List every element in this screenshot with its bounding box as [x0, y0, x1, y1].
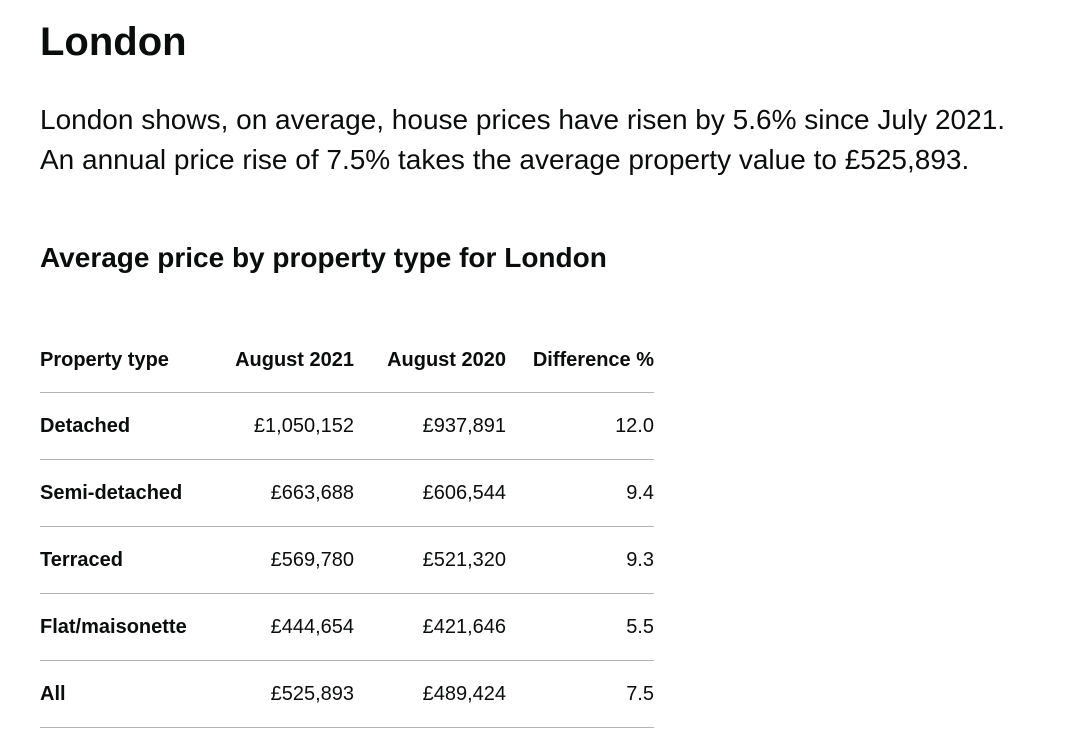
- page-title: London: [40, 20, 187, 64]
- cell-august-2021: £1,050,152: [224, 392, 354, 460]
- table-header-row: Property type August 2021 August 2020 Di…: [40, 327, 654, 393]
- table-row: Terraced £569,780 £521,320 9.3: [40, 526, 654, 594]
- summary-line: London shows, on average, house prices h…: [40, 104, 1006, 135]
- column-header-difference: Difference %: [506, 327, 654, 393]
- cell-difference: 12.0: [506, 392, 654, 460]
- cell-august-2020: £606,544: [354, 459, 506, 527]
- summary-line: An annual price rise of 7.5% takes the a…: [40, 144, 970, 175]
- cell-august-2021: £444,654: [224, 593, 354, 661]
- cell-difference: 5.5: [506, 593, 654, 661]
- row-property-type: Semi-detached: [40, 459, 224, 527]
- cell-august-2020: £521,320: [354, 526, 506, 594]
- table-row: All £525,893 £489,424 7.5: [40, 660, 654, 728]
- row-property-type: Detached: [40, 392, 224, 460]
- row-property-type: All: [40, 660, 224, 728]
- table-row: Semi-detached £663,688 £606,544 9.4: [40, 459, 654, 527]
- summary-paragraph: London shows, on average, house prices h…: [40, 100, 1060, 180]
- column-header-august-2020: August 2020: [354, 327, 506, 393]
- column-header-august-2021: August 2021: [224, 327, 354, 393]
- table-row: Detached £1,050,152 £937,891 12.0: [40, 392, 654, 460]
- row-property-type: Flat/maisonette: [40, 593, 224, 661]
- column-header-property-type: Property type: [40, 327, 224, 393]
- cell-august-2020: £421,646: [354, 593, 506, 661]
- cell-august-2021: £525,893: [224, 660, 354, 728]
- row-property-type: Terraced: [40, 526, 224, 594]
- price-table: Property type August 2021 August 2020 Di…: [40, 327, 654, 728]
- cell-august-2020: £937,891: [354, 392, 506, 460]
- cell-difference: 7.5: [506, 660, 654, 728]
- cell-august-2020: £489,424: [354, 660, 506, 728]
- cell-difference: 9.4: [506, 459, 654, 527]
- cell-difference: 9.3: [506, 526, 654, 594]
- table-row: Flat/maisonette £444,654 £421,646 5.5: [40, 593, 654, 661]
- cell-august-2021: £569,780: [224, 526, 354, 594]
- cell-august-2021: £663,688: [224, 459, 354, 527]
- table-heading: Average price by property type for Londo…: [40, 242, 607, 273]
